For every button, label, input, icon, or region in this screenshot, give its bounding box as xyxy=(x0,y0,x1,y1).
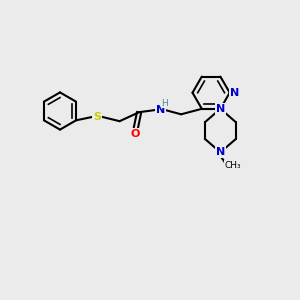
Text: CH₃: CH₃ xyxy=(224,161,241,170)
Text: O: O xyxy=(131,129,140,139)
Text: N: N xyxy=(216,104,225,114)
Text: N: N xyxy=(230,88,239,98)
Text: S: S xyxy=(93,112,101,122)
Text: N: N xyxy=(216,147,225,157)
Text: H: H xyxy=(161,99,168,108)
Text: N: N xyxy=(156,105,165,115)
